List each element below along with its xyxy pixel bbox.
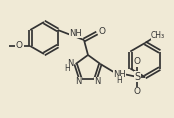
Text: S: S — [134, 72, 140, 82]
Text: N: N — [75, 77, 82, 86]
Text: O: O — [134, 87, 141, 97]
Text: O: O — [134, 57, 141, 66]
Text: N: N — [68, 59, 74, 68]
Text: H: H — [116, 76, 122, 85]
Text: H: H — [64, 64, 69, 74]
Text: NH: NH — [113, 70, 126, 80]
Text: O: O — [16, 42, 23, 51]
Text: CH₃: CH₃ — [151, 30, 165, 40]
Text: NH: NH — [70, 29, 82, 38]
Text: O: O — [98, 27, 105, 36]
Text: N: N — [94, 77, 101, 86]
